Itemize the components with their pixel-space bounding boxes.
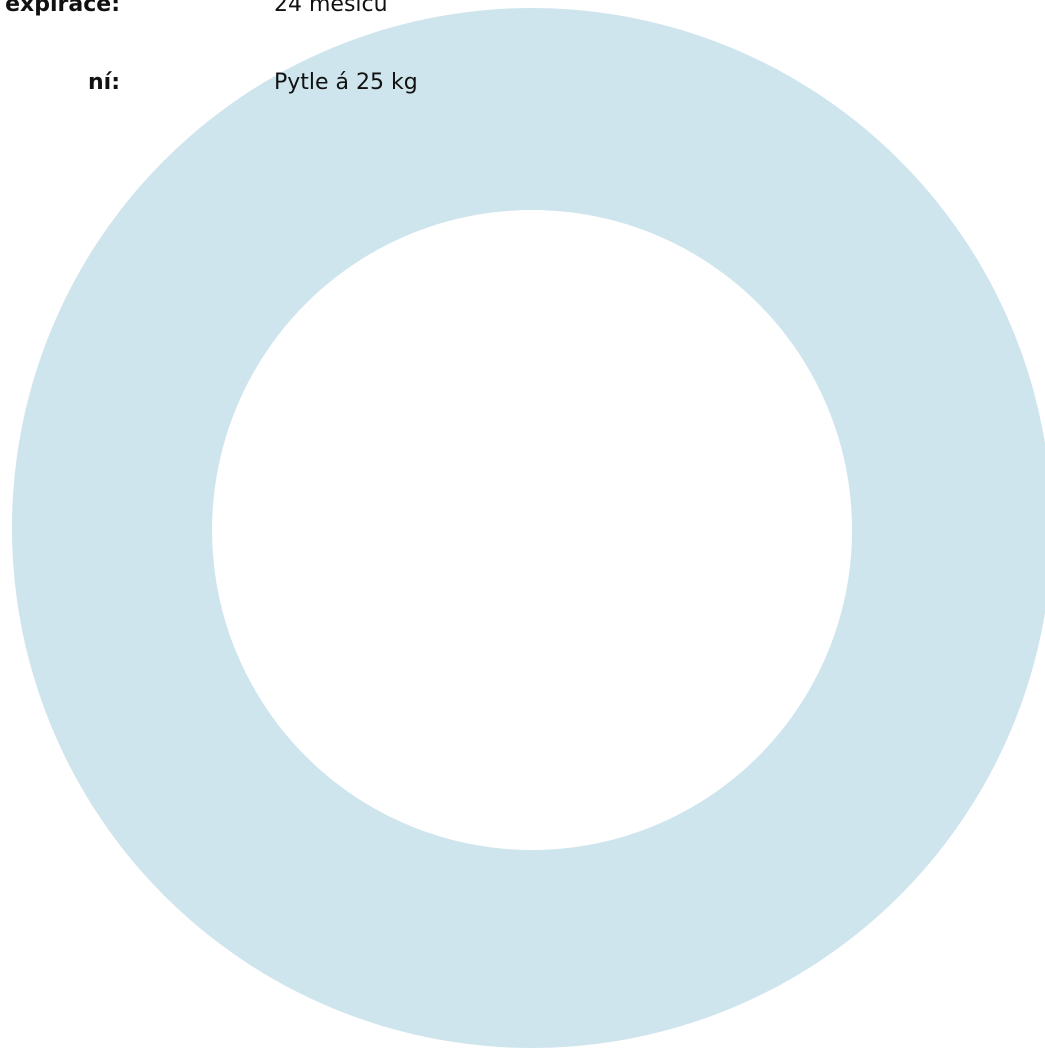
spec-label-expiry: a expirace: [0,0,120,17]
spec-row-packaging: ní: Pytle á 25 kg [0,66,580,144]
spec-row-expiry: a expirace: 24 měsíců [0,0,580,66]
spec-table: a expirace: 24 měsíců ní: Pytle á 25 kg [0,0,580,144]
spec-value-packaging: Pytle á 25 kg [274,70,418,95]
spec-label-packaging: ní: [87,70,120,95]
ring-shape [11,8,1045,1048]
spec-value-expiry: 24 měsíců [274,0,388,17]
